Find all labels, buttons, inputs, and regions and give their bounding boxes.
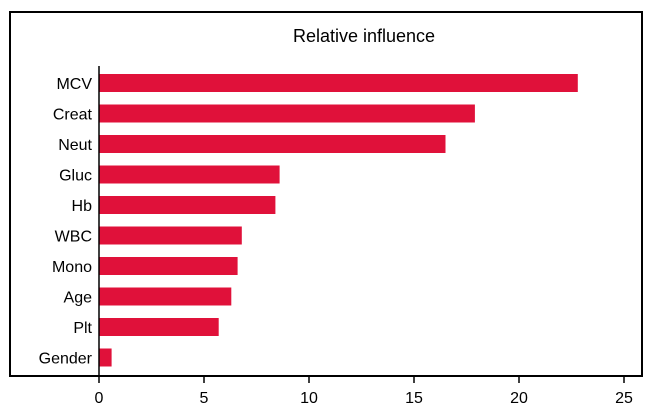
bar-mcv xyxy=(99,74,578,92)
category-labels-group: MCV Creat Neut Gluc Hb WBC Mono Age Plt Gender xyxy=(39,76,93,368)
bar-creat xyxy=(99,104,475,123)
bar-mono xyxy=(99,257,238,275)
category-label-hb: Hb xyxy=(72,198,93,215)
bars-group xyxy=(99,74,578,367)
bar-gender xyxy=(99,348,112,367)
category-label-mono: Mono xyxy=(52,259,92,276)
category-label-age: Age xyxy=(64,290,93,307)
category-label-gluc: Gluc xyxy=(59,168,92,185)
category-label-creat: Creat xyxy=(53,107,93,124)
bar-wbc xyxy=(99,226,242,245)
category-label-mcv: MCV xyxy=(56,76,92,93)
category-label-wbc: WBC xyxy=(55,229,92,246)
bar-gluc xyxy=(99,165,280,184)
bar-age xyxy=(99,287,232,306)
bar-neut xyxy=(99,135,446,153)
x-tick-label-10: 10 xyxy=(300,390,318,407)
bar-plt xyxy=(99,318,219,336)
x-tick-label-25: 25 xyxy=(615,390,633,407)
category-label-neut: Neut xyxy=(58,137,92,154)
category-label-plt: Plt xyxy=(73,320,92,337)
x-axis: 0 5 10 15 20 25 xyxy=(95,66,633,407)
x-tick-label-20: 20 xyxy=(510,390,528,407)
x-tick-label-5: 5 xyxy=(200,390,209,407)
x-tick-label-15: 15 xyxy=(405,390,423,407)
chart-title: Relative influence xyxy=(293,26,435,46)
bar-hb xyxy=(99,196,276,214)
x-tick-label-0: 0 xyxy=(95,390,104,407)
plot-frame xyxy=(9,11,643,377)
category-label-gender: Gender xyxy=(39,351,93,368)
